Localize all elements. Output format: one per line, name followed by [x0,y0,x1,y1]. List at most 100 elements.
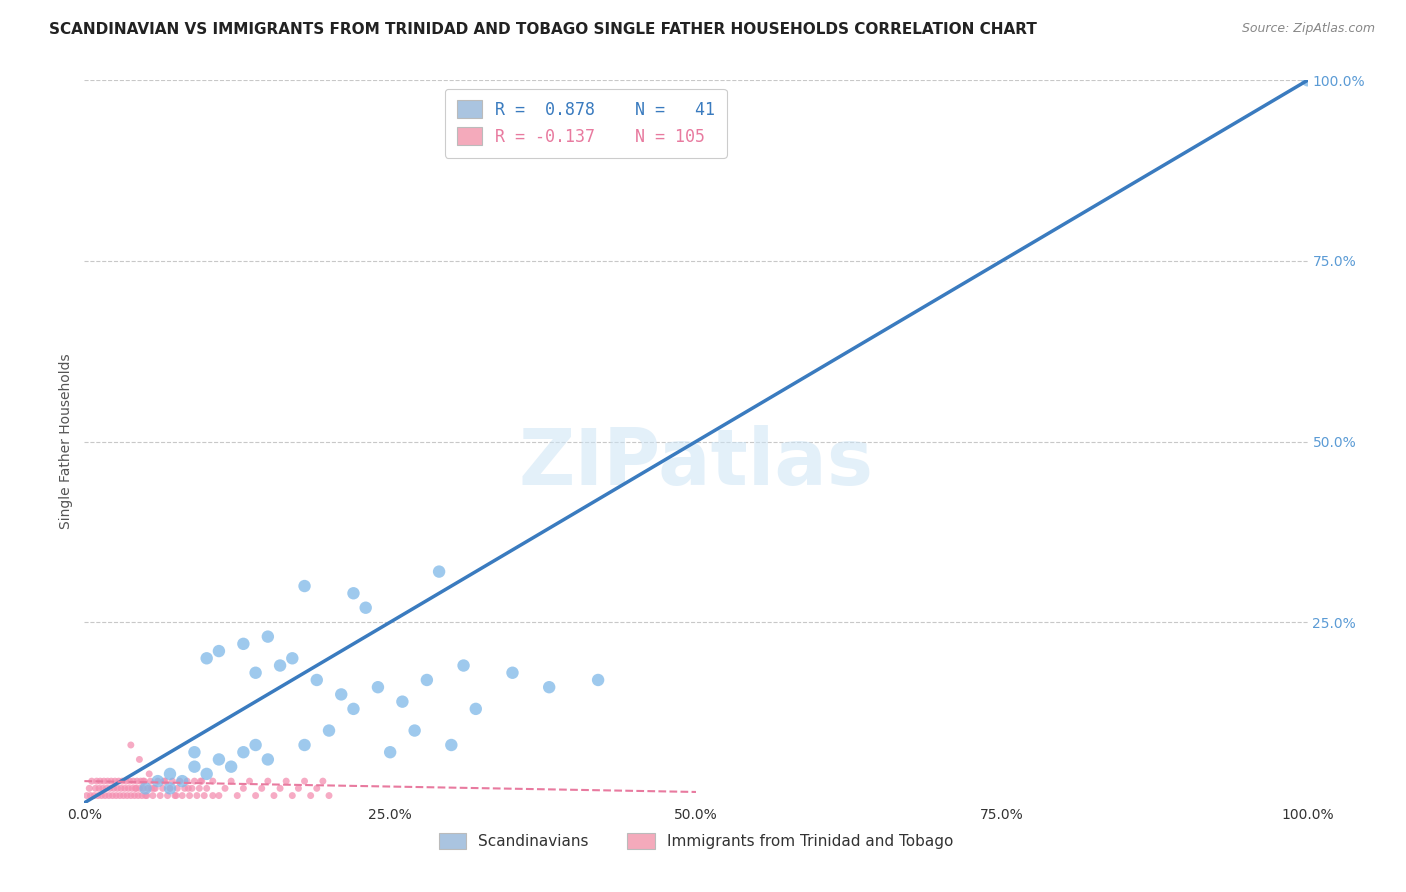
Point [120,789,142,803]
Point [125,781,148,796]
Point [83,789,105,803]
Point [108,789,131,803]
Point [105,789,128,803]
Point [132,774,155,789]
Point [276,774,298,789]
Y-axis label: Single Father Households: Single Father Households [59,354,73,529]
Point [103,781,125,796]
Point [367,680,389,694]
Point [159,781,181,796]
Point [91,781,114,796]
Point [245,789,267,803]
Point [183,774,205,789]
Point [342,702,364,716]
Point [502,665,524,680]
Point [96,781,118,796]
Point [124,789,146,803]
Point [294,579,316,593]
Point [111,774,134,789]
Point [299,789,322,803]
Point [330,687,353,701]
Point [179,789,201,803]
Point [120,738,142,752]
Point [115,774,138,789]
Point [125,774,148,789]
Point [127,789,149,803]
Point [208,644,231,658]
Point [195,651,218,665]
Point [1296,73,1319,87]
Point [318,789,340,803]
Point [87,789,110,803]
Point [153,774,176,789]
Point [149,789,172,803]
Point [159,767,181,781]
Point [138,767,160,781]
Point [142,789,165,803]
Point [125,781,148,796]
Point [163,789,186,803]
Point [169,774,191,789]
Point [190,774,212,789]
Point [440,738,463,752]
Point [380,745,402,759]
Text: SCANDINAVIAN VS IMMIGRANTS FROM TRINIDAD AND TOBAGO SINGLE FATHER HOUSEHOLDS COR: SCANDINAVIAN VS IMMIGRANTS FROM TRINIDAD… [49,22,1038,37]
Text: Source: ZipAtlas.com: Source: ZipAtlas.com [1241,22,1375,36]
Point [129,774,152,789]
Point [281,789,304,803]
Point [208,752,231,766]
Point [94,789,117,803]
Point [208,789,231,803]
Point [146,774,169,789]
Point [226,789,249,803]
Point [354,600,377,615]
Point [188,781,211,796]
Point [172,789,194,803]
Point [165,789,187,803]
Point [269,781,291,796]
Point [114,781,136,796]
Point [162,774,184,789]
Point [427,565,450,579]
Point [232,745,254,759]
Point [391,695,413,709]
Point [159,781,181,796]
Point [538,680,561,694]
Point [136,781,159,796]
Point [134,774,156,789]
Point [152,781,174,796]
Point [80,774,103,789]
Point [181,781,204,796]
Point [416,673,439,687]
Point [89,774,111,789]
Point [201,789,224,803]
Point [257,752,280,766]
Point [245,738,267,752]
Point [132,781,155,796]
Point [294,774,316,789]
Point [312,774,335,789]
Point [141,781,163,796]
Point [118,774,141,789]
Point [93,774,115,789]
Point [97,774,120,789]
Point [84,781,107,796]
Point [87,781,110,796]
Point [195,781,218,796]
Point [183,760,205,774]
Point [250,781,273,796]
Point [201,774,224,789]
Point [143,781,166,796]
Point [318,723,340,738]
Point [139,774,162,789]
Point [121,781,143,796]
Point [404,723,426,738]
Point [98,781,121,796]
Point [146,774,169,789]
Point [135,789,157,803]
Point [105,781,128,796]
Point [191,774,214,789]
Point [177,781,200,796]
Legend: Scandinavians, Immigrants from Trinidad and Tobago: Scandinavians, Immigrants from Trinidad … [432,825,960,856]
Point [453,658,475,673]
